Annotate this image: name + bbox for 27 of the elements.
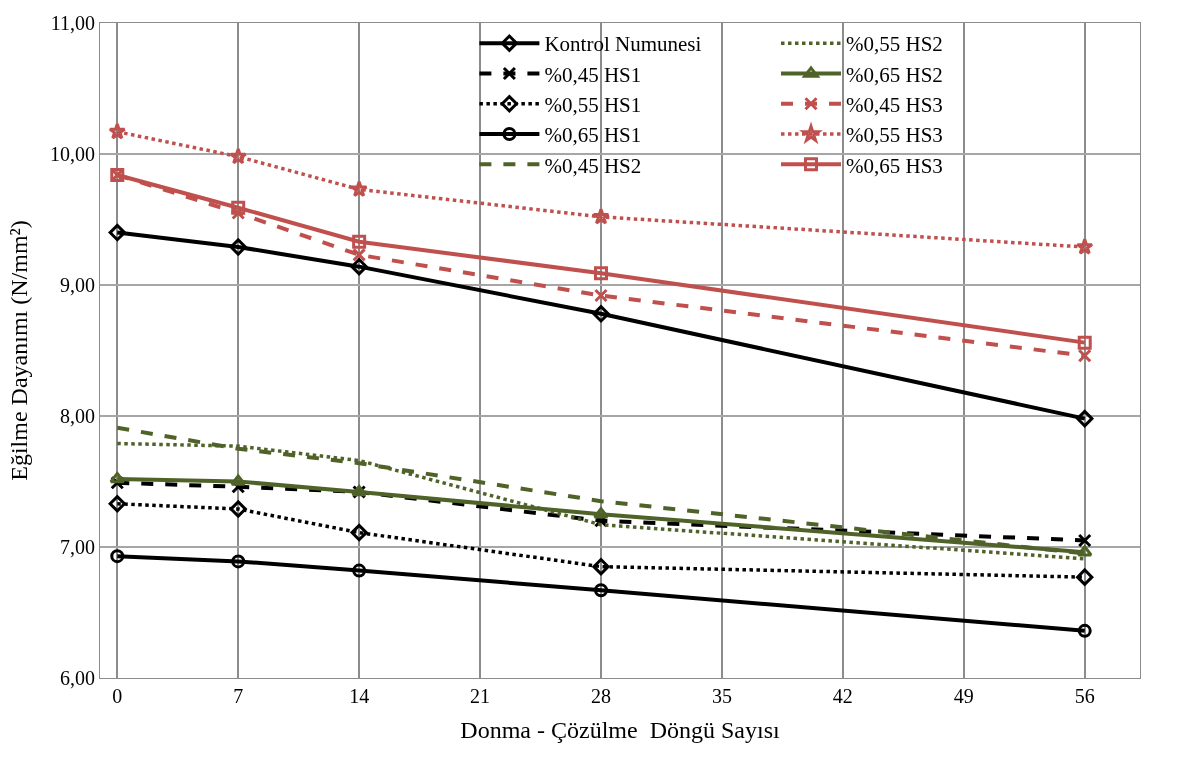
- y-tick-label: 8,00: [60, 405, 95, 427]
- x-tick-label: 14: [349, 685, 370, 707]
- x-tick-label: 7: [233, 685, 244, 707]
- x-tick-label: 35: [711, 685, 732, 707]
- x-tick-label: 0: [112, 685, 123, 707]
- y-tick-label: 7,00: [60, 536, 95, 558]
- y-tick-label: 10,00: [50, 143, 95, 165]
- legend-label: %0,55 HS1: [544, 92, 642, 117]
- x-axis-title: Donma - Çözülme Döngü Sayısı: [460, 717, 780, 744]
- legend-label: %0,65 HS2: [846, 62, 943, 87]
- x-tick-label: 21: [470, 685, 491, 707]
- legend-label: Kontrol Numunesi: [544, 32, 702, 57]
- legend-label: %0,45 HS2: [544, 153, 642, 178]
- legend-label: %0,65 HS1: [544, 123, 642, 148]
- legend-label: %0,45 HS1: [544, 62, 642, 87]
- y-tick-label: 6,00: [60, 667, 95, 689]
- y-axis-title: Eğilme Dayanımı (N/mm²): [6, 220, 33, 481]
- legend-label: %0,45 HS3: [846, 92, 943, 117]
- legend-label: %0,55 HS3: [846, 123, 943, 148]
- x-tick-label: 49: [953, 685, 974, 707]
- x-tick-label: 42: [832, 685, 853, 707]
- legend-label: %0,65 HS3: [846, 153, 943, 178]
- y-tick-label: 11,00: [50, 12, 95, 34]
- legend-label: %0,55 HS2: [846, 32, 943, 57]
- x-tick-label: 28: [591, 685, 611, 707]
- x-tick-label: 56: [1074, 685, 1095, 707]
- y-tick-label: 9,00: [60, 274, 95, 296]
